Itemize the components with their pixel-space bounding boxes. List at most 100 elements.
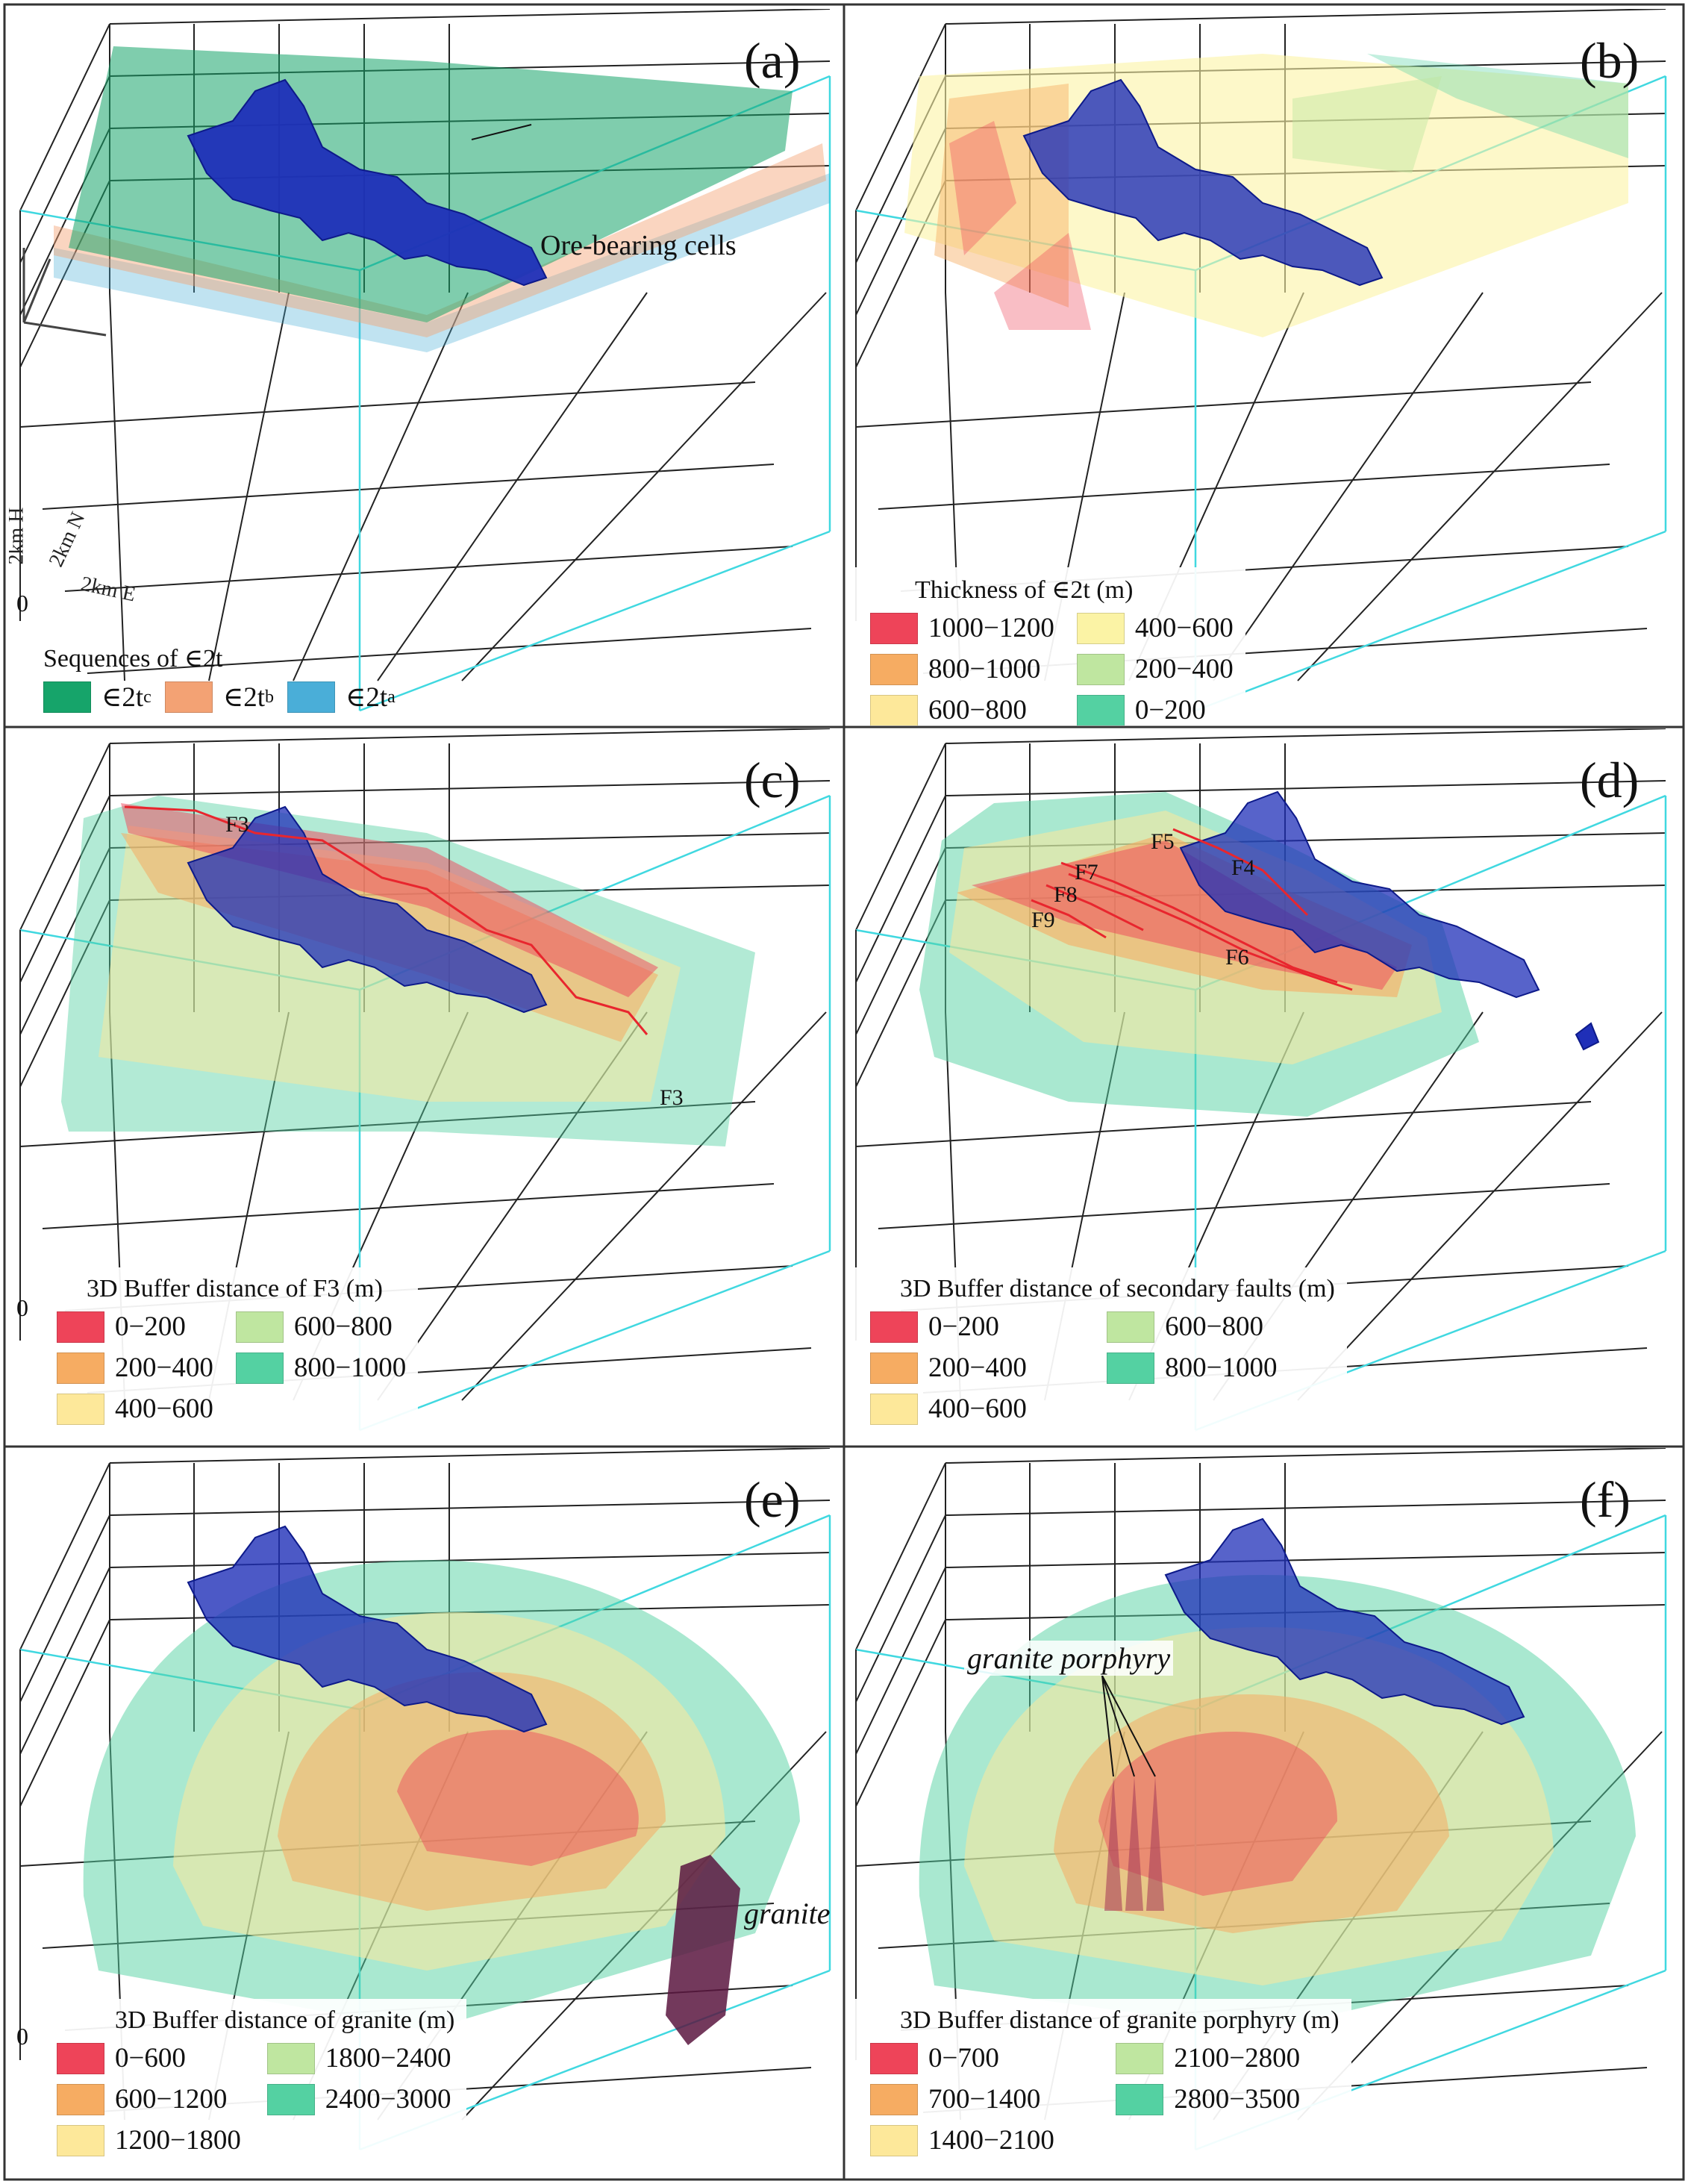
fault-label-f7: F7: [1075, 860, 1098, 884]
legend-swatch: [43, 681, 91, 713]
legend-item: ∈2t b: [164, 681, 274, 714]
grid-line: [64, 546, 793, 592]
legend-label: 0−700: [928, 2043, 999, 2074]
grid-line: [945, 9, 1666, 25]
fault-label-f6: F6: [1225, 945, 1249, 970]
grid-line: [1297, 292, 1663, 681]
grid-line: [855, 381, 1592, 428]
panel-label: (b): [1580, 32, 1639, 89]
panel-label: (e): [744, 1471, 801, 1528]
legend-item: 600−1200: [57, 2083, 245, 2115]
fault-label-f4: F4: [1231, 855, 1255, 880]
legend-label: 200−400: [1134, 654, 1234, 684]
legend-label: 800−1000: [1165, 1352, 1278, 1383]
panel-label: (d): [1580, 752, 1639, 808]
axis-origin-label: 0: [16, 1294, 28, 1321]
granite-annotation: granite: [744, 1897, 831, 1930]
grid-line: [945, 1448, 1666, 1464]
legend-items: 0−200 600−800 200−400 800−1000 400−600: [870, 1311, 1335, 1425]
legend-swatch: [1107, 1352, 1155, 1384]
panel-label: (c): [744, 752, 801, 808]
grid-line: [855, 1619, 946, 1807]
legend-label: 0−600: [115, 2043, 186, 2074]
grid-line: [855, 1462, 946, 1650]
grid-line: [109, 780, 831, 796]
grid-line: [293, 292, 469, 681]
grid-line: [109, 728, 831, 744]
legend-swatch: [164, 681, 213, 713]
legend-title: Sequences of ∈2t: [43, 645, 223, 673]
legend-item: 400−600: [870, 1393, 1084, 1425]
panel-c: (c) F3 F3 0 3D Buffer distance of F3 (m)…: [9, 728, 843, 1445]
grid-line: [208, 292, 290, 681]
legend-items: 0−600 1800−2400 600−1200 2400−3000 1200−1800: [57, 2042, 454, 2156]
legend-item: 1000−1200: [870, 612, 1054, 644]
legend-label: 1200−1800: [115, 2125, 241, 2156]
legend-swatch: [57, 1311, 104, 1343]
legend-buffer-granite-porphyry: 3D Buffer distance of granite porphyry (…: [854, 1999, 1351, 2162]
legend-swatch: [870, 612, 918, 644]
legend-items: 0−700 2100−2800 700−1400 2800−3500 1400−2100: [870, 2042, 1340, 2156]
legend-item: 200−400: [1076, 653, 1234, 685]
legend-swatch: [870, 2083, 918, 2115]
legend-item: 800−1000: [235, 1352, 406, 1384]
panel-f: (f) granite porphyry 3D Buffer distance …: [845, 1448, 1679, 2175]
legend-item: 0−200: [1076, 694, 1234, 726]
legend-swatch: [870, 694, 918, 726]
grid-line: [109, 9, 831, 25]
legend-item: 400−600: [1076, 612, 1234, 644]
legend-buffer-granite: 3D Buffer distance of granite (m) 0−600 1…: [40, 1999, 467, 2162]
legend-label-superscript: b: [265, 687, 274, 707]
legend-thickness: Thickness of ∈2t (m) 1000−1200 400−600 800…: [854, 567, 1245, 726]
legend-label-superscript: c: [143, 687, 151, 707]
legend-label: 600−800: [1165, 1311, 1264, 1342]
legend-label: 400−600: [1134, 613, 1234, 643]
legend-label: 600−1200: [115, 2084, 228, 2115]
legend-item: 600−800: [235, 1311, 406, 1343]
legend-label: 400−600: [115, 1394, 213, 1424]
legend-item: 0−200: [870, 1311, 1084, 1343]
legend-title: 3D Buffer distance of granite (m): [115, 2006, 455, 2034]
legend-item: 0−700: [870, 2042, 1093, 2074]
ore-annotation: Ore-bearing cells: [540, 230, 737, 261]
legend-label: 200−400: [115, 1352, 213, 1383]
legend-label: 800−1000: [928, 654, 1041, 684]
legend-items: ∈2t c ∈2t b ∈2t a: [43, 681, 396, 714]
legend-label: 0−200: [1134, 695, 1206, 726]
grid-line: [945, 1500, 1666, 1516]
legend-item: 0−600: [57, 2042, 245, 2074]
grid-line: [855, 743, 946, 931]
legend-label: 1000−1200: [928, 613, 1054, 643]
fault-label-f3-west: F3: [225, 812, 249, 837]
legend-swatch: [1116, 2042, 1164, 2074]
legend-label: 1400−2100: [928, 2125, 1054, 2156]
grid-line: [855, 1567, 946, 1755]
grid-line: [855, 1514, 946, 1703]
legend-item: 200−400: [57, 1352, 213, 1384]
legend-item: 1800−2400: [266, 2042, 455, 2074]
legend-item: ∈2t c: [43, 681, 151, 714]
legend-label: 2400−3000: [325, 2084, 451, 2115]
legend-item: 700−1400: [870, 2083, 1093, 2115]
grid-line: [42, 464, 775, 510]
panel-label: (f): [1580, 1471, 1631, 1528]
legend-buffer-secondary-faults: 3D Buffer distance of secondary faults (…: [854, 1267, 1347, 1431]
legend-item: ∈2t a: [287, 681, 396, 714]
legend-title: Thickness of ∈2t (m): [915, 576, 1134, 604]
legend-swatch: [870, 1311, 918, 1343]
fault-label-f3-east: F3: [660, 1085, 684, 1110]
grid-line: [109, 1500, 831, 1516]
legend-item: 600−800: [1107, 1311, 1335, 1343]
legend-title: 3D Buffer distance of secondary faults (…: [900, 1275, 1335, 1302]
grid-line: [109, 292, 125, 681]
legend-item: 400−600: [57, 1393, 213, 1425]
legend-label: 1800−2400: [325, 2043, 451, 2074]
axis-origin-label: 0: [16, 2023, 28, 2050]
grid-line: [878, 464, 1610, 510]
legend-item: 2100−2800: [1116, 2042, 1339, 2074]
legend-title: 3D Buffer distance of granite porphyry (…: [900, 2006, 1340, 2034]
grid-line: [19, 381, 756, 428]
grid-line: [19, 1619, 110, 1807]
legend-item: 2800−3500: [1116, 2083, 1339, 2115]
grid-line: [42, 1183, 775, 1229]
